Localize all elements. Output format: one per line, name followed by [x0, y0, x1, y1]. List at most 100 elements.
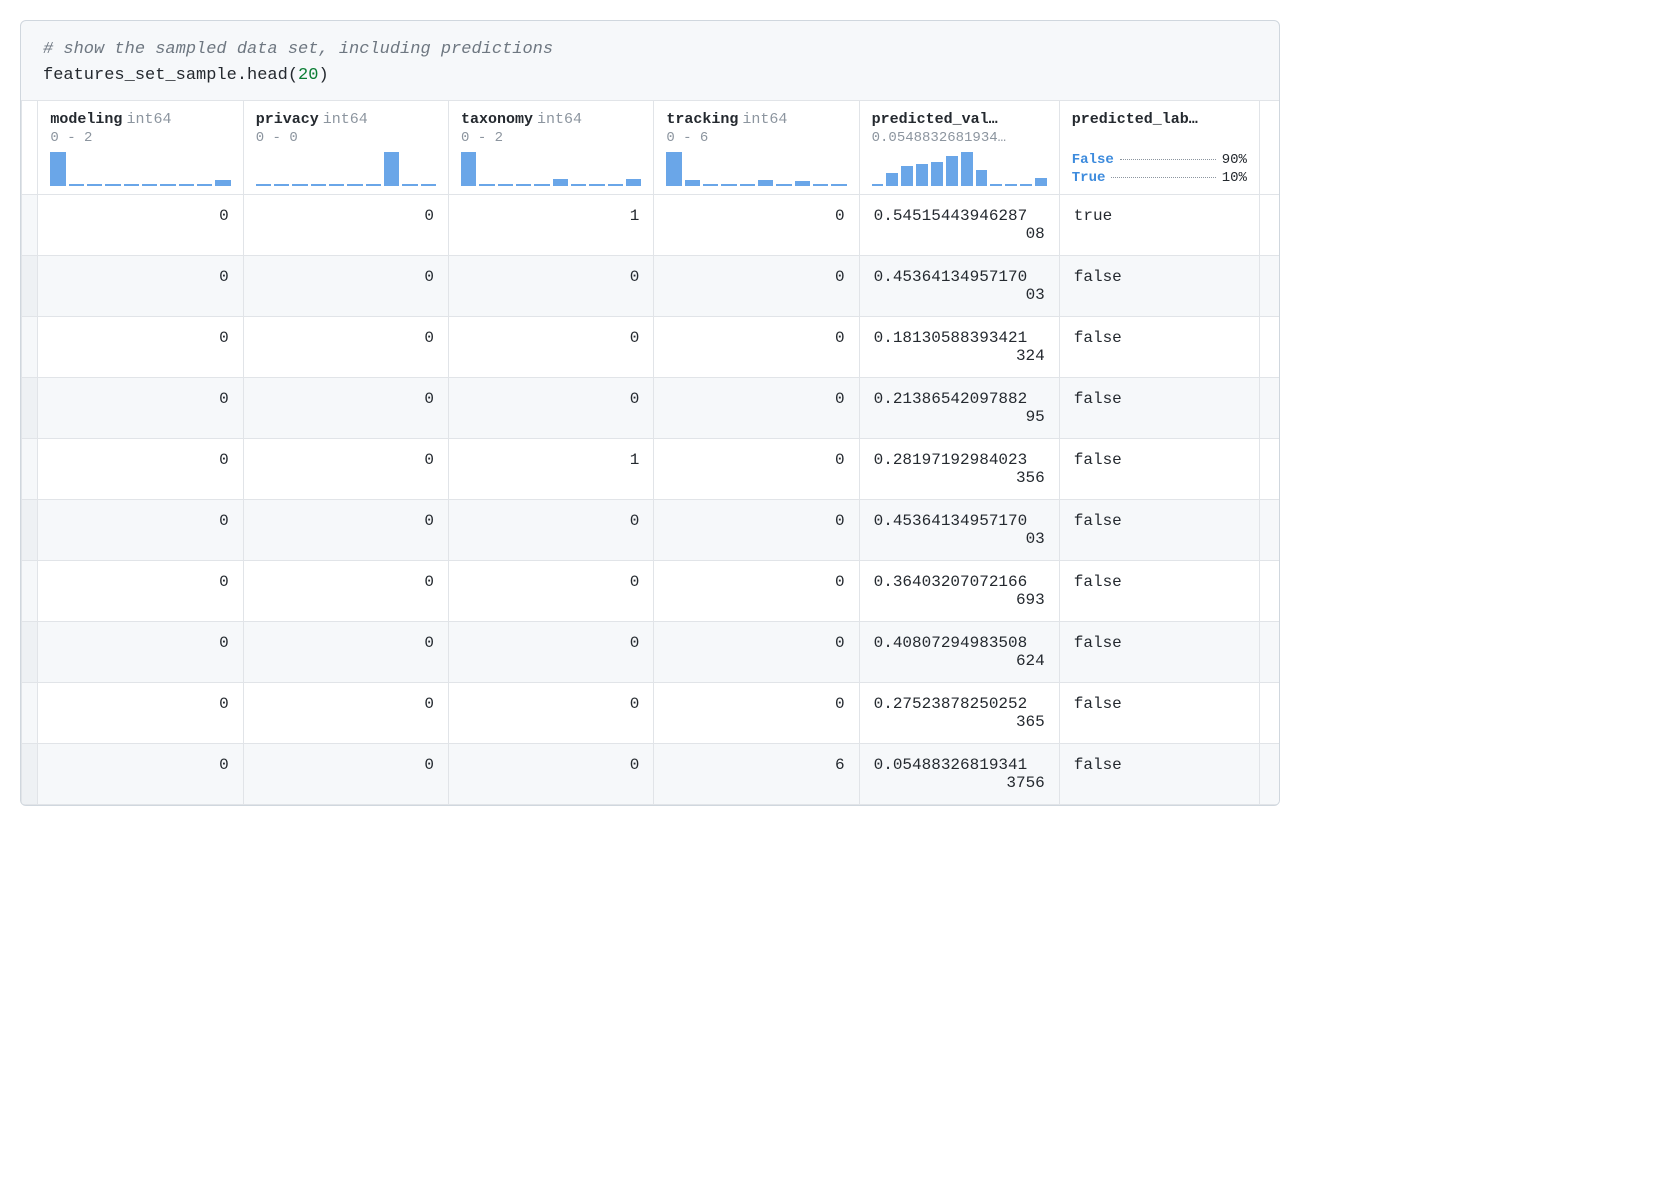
table-row[interactable]: 00000.18130588393421324false	[22, 316, 1280, 377]
table-row[interactable]: 00000.36403207072166693false	[22, 560, 1280, 621]
output-table-scroll[interactable]: modelingint640 - 2privacyint640 - 0taxon…	[21, 100, 1279, 805]
cell-extra	[1259, 194, 1279, 255]
column-header-modeling[interactable]: modelingint64 0 - 2	[38, 100, 243, 194]
column-range: 0 - 0	[256, 130, 436, 146]
code-call-prefix: features_set_sample.head(	[43, 66, 298, 85]
summary-label: False	[1072, 152, 1114, 168]
output-table: modelingint640 - 2privacyint640 - 0taxon…	[21, 100, 1279, 805]
column-header-tracking[interactable]: trackingint640 - 6	[654, 100, 859, 194]
cell-modeling: 0	[38, 438, 243, 499]
cell-extra	[1259, 560, 1279, 621]
table-row[interactable]: 00100.5451544394628708true	[22, 194, 1280, 255]
cell-tracking: 6	[654, 743, 859, 804]
column-type: int64	[742, 111, 787, 128]
cell-taxonomy: 0	[449, 621, 654, 682]
row-index-gutter	[22, 743, 38, 804]
cell-tracking: 0	[654, 316, 859, 377]
code-call-arg: 20	[298, 66, 318, 85]
table-row[interactable]: 00060.054883268193413756false	[22, 743, 1280, 804]
cell-taxonomy: 1	[449, 438, 654, 499]
column-name: tracking	[666, 111, 738, 128]
column-name: taxonomy	[461, 111, 533, 128]
cell-taxonomy: 0	[449, 560, 654, 621]
cell-privacy: 0	[243, 499, 448, 560]
row-index-gutter	[22, 194, 38, 255]
cell-predicted_lab: false	[1059, 499, 1259, 560]
cell-taxonomy: 0	[449, 743, 654, 804]
cell-predicted_lab: false	[1059, 621, 1259, 682]
column-range: 0 - 2	[50, 130, 230, 146]
cell-tracking: 0	[654, 560, 859, 621]
cell-predicted_val: 0.40807294983508624	[859, 621, 1059, 682]
column-sparkline	[461, 152, 641, 186]
cell-predicted_val: 0.4536413495717003	[859, 255, 1059, 316]
cell-extra	[1259, 438, 1279, 499]
column-name: predicted_lab…	[1072, 111, 1198, 128]
cell-predicted_val: 0.4536413495717003	[859, 499, 1059, 560]
cell-extra	[1259, 316, 1279, 377]
cell-taxonomy: 0	[449, 316, 654, 377]
cell-modeling: 0	[38, 560, 243, 621]
code-call-suffix: )	[318, 66, 328, 85]
row-index-gutter	[22, 377, 38, 438]
code-input[interactable]: # show the sampled data set, including p…	[21, 21, 1279, 100]
table-row[interactable]: 00000.2138654209788295false	[22, 377, 1280, 438]
cell-modeling: 0	[38, 255, 243, 316]
cell-privacy: 0	[243, 682, 448, 743]
cell-predicted_val: 0.2138654209788295	[859, 377, 1059, 438]
cell-extra	[1259, 255, 1279, 316]
cell-predicted_val: 0.054883268193413756	[859, 743, 1059, 804]
cell-extra	[1259, 682, 1279, 743]
cell-predicted_val: 0.28197192984023356	[859, 438, 1059, 499]
row-index-gutter	[22, 621, 38, 682]
table-row[interactable]: 00000.27523878250252365false	[22, 682, 1280, 743]
summary-pct: 10%	[1222, 170, 1247, 186]
cell-taxonomy: 0	[449, 377, 654, 438]
row-index-gutter	[22, 499, 38, 560]
column-type: int64	[323, 111, 368, 128]
table-row[interactable]: 00000.4536413495717003false	[22, 255, 1280, 316]
column-range: 0 - 2	[461, 130, 641, 146]
cell-predicted_lab: false	[1059, 438, 1259, 499]
cell-tracking: 0	[654, 499, 859, 560]
row-index-gutter	[22, 316, 38, 377]
cell-privacy: 0	[243, 743, 448, 804]
cell-predicted_lab: false	[1059, 682, 1259, 743]
column-header-taxonomy[interactable]: taxonomyint64 0 - 2	[449, 100, 654, 194]
column-range: 0.0548832681934…	[872, 130, 1047, 146]
cell-privacy: 0	[243, 560, 448, 621]
cell-extra	[1259, 621, 1279, 682]
column-header-privacy[interactable]: privacyint640 - 0	[243, 100, 448, 194]
cell-modeling: 0	[38, 316, 243, 377]
column-header-predicted_lab[interactable]: predicted_lab… False 90% True 10%	[1059, 100, 1259, 194]
summary-pct: 90%	[1222, 152, 1247, 168]
column-sparkline	[666, 152, 846, 186]
column-summary: False 90% True 10%	[1072, 152, 1247, 186]
index-header	[22, 100, 38, 194]
column-sparkline	[256, 152, 436, 186]
column-type: int64	[537, 111, 582, 128]
cell-predicted_lab: false	[1059, 316, 1259, 377]
column-name: modeling	[50, 111, 122, 128]
cell-tracking: 0	[654, 255, 859, 316]
cell-modeling: 0	[38, 621, 243, 682]
column-sparkline	[50, 152, 230, 186]
cell-predicted_val: 0.18130588393421324	[859, 316, 1059, 377]
row-index-gutter	[22, 438, 38, 499]
cell-privacy: 0	[243, 377, 448, 438]
cell-predicted_lab: false	[1059, 255, 1259, 316]
cell-tracking: 0	[654, 438, 859, 499]
table-row[interactable]: 00000.4536413495717003false	[22, 499, 1280, 560]
column-name: predicted_val…	[872, 111, 998, 128]
row-index-gutter	[22, 682, 38, 743]
table-row[interactable]: 00100.28197192984023356false	[22, 438, 1280, 499]
row-index-gutter	[22, 255, 38, 316]
column-type: int64	[126, 111, 171, 128]
summary-label: True	[1072, 170, 1106, 186]
column-header-predicted_val[interactable]: predicted_val… 0.0548832681934…	[859, 100, 1059, 194]
table-row[interactable]: 00000.40807294983508624false	[22, 621, 1280, 682]
cell-predicted_lab: true	[1059, 194, 1259, 255]
cell-taxonomy: 1	[449, 194, 654, 255]
cell-privacy: 0	[243, 438, 448, 499]
cell-privacy: 0	[243, 194, 448, 255]
